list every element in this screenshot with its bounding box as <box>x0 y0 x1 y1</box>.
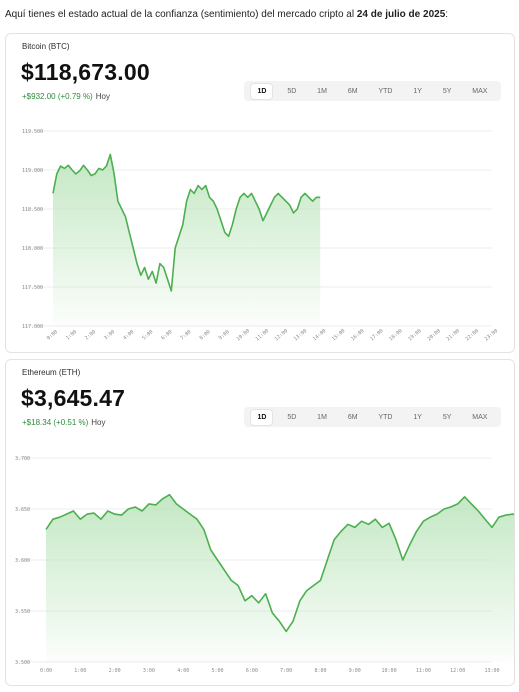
price-change: +$18.34 (+0.51 %) Hoy <box>22 418 106 427</box>
y-tick-label: 3.700 <box>15 456 30 462</box>
range-button-6m[interactable]: 6M <box>347 413 358 421</box>
intro-text: Aquí tienes el estado actual de la confi… <box>5 9 448 20</box>
price-line <box>52 153 321 292</box>
x-tick-label: 20:00 <box>426 328 441 342</box>
x-tick-label: 13:00 <box>484 668 499 674</box>
price-area <box>46 494 514 662</box>
x-tick-label: 8:00 <box>314 668 326 674</box>
x-tick-label: 6:00 <box>246 668 258 674</box>
asset-price: $3,645.47 <box>21 385 126 411</box>
x-tick-label: 5:00 <box>141 329 154 341</box>
y-tick-label: 3.500 <box>15 660 30 666</box>
bitcoin-price-chart: 119.500 119.000 118.500 118.000 117.500 117.0… <box>22 129 499 342</box>
change-period: Hoy <box>91 418 106 427</box>
y-tick-label: 119.500 <box>22 129 43 135</box>
ethereum-card: Ethereum (ETH) $3,645.47 +$18.34 (+0.51 … <box>5 359 515 686</box>
bitcoin-card: Bitcoin (BTC) $118,673.00 +$932.00 (+0.7… <box>5 33 515 353</box>
x-tick-label: 3:00 <box>143 668 155 674</box>
change-period: Hoy <box>95 92 110 101</box>
change-value: +$932.00 (+0.79 %) <box>22 92 93 101</box>
x-tick-label: 12:00 <box>274 328 289 342</box>
x-tick-label: 18:00 <box>388 328 403 342</box>
x-tick-label: 15:00 <box>331 328 346 342</box>
x-tick-label: 7:00 <box>179 329 192 341</box>
asset-name: Bitcoin (BTC) <box>22 42 70 51</box>
x-tick-label: 16:00 <box>350 328 365 342</box>
range-button-5d[interactable]: 5D <box>287 87 297 95</box>
y-tick-label: 117.000 <box>22 324 43 330</box>
y-tick-label: 119.000 <box>22 168 43 174</box>
x-tick-label: 4:00 <box>177 668 189 674</box>
range-button-1y[interactable]: 1Y <box>413 87 422 95</box>
x-tick-label: 9:00 <box>349 668 361 674</box>
x-tick-label: 9:00 <box>218 329 231 341</box>
range-button-1y[interactable]: 1Y <box>413 413 422 421</box>
asset-price: $118,673.00 <box>21 59 150 85</box>
range-button-5y[interactable]: 5Y <box>442 413 452 421</box>
range-button-5d[interactable]: 5D <box>287 413 297 421</box>
range-button-1m[interactable]: 1M <box>317 87 327 95</box>
x-tick-label: 10:00 <box>236 328 251 342</box>
x-tick-label: 0:00 <box>46 329 59 341</box>
x-tick-label: 12:00 <box>450 668 465 674</box>
price-line <box>45 493 514 633</box>
x-tick-label: 2:00 <box>109 668 121 674</box>
x-tick-label: 8:00 <box>199 329 212 341</box>
x-tick-label: 4:00 <box>122 329 135 341</box>
x-tick-label: 17:00 <box>369 328 384 342</box>
price-area <box>53 154 321 326</box>
range-button-1d[interactable]: 1D <box>251 409 273 425</box>
x-tick-label: 14:00 <box>312 328 327 342</box>
range-button-5y[interactable]: 5Y <box>442 87 452 95</box>
intro-suffix: : <box>445 9 449 20</box>
range-button-max[interactable]: MAX <box>472 413 488 421</box>
range-selector: 1D 5D 1M 6M YTD 1Y 5Y MAX <box>244 81 501 101</box>
x-tick-label: 19:00 <box>407 328 422 342</box>
x-tick-label: 5:00 <box>212 668 224 674</box>
x-tick-label: 10:00 <box>382 668 397 674</box>
x-tick-label: 2:00 <box>84 329 97 341</box>
range-button-ytd[interactable]: YTD <box>378 413 393 421</box>
price-change: +$932.00 (+0.79 %) Hoy <box>22 92 110 101</box>
x-tick-label: 11:00 <box>255 328 270 342</box>
intro-prefix: Aquí tienes el estado actual de la confi… <box>5 9 357 20</box>
x-tick-label: 22:00 <box>465 328 480 342</box>
y-tick-label: 3.550 <box>15 609 30 615</box>
y-tick-label: 3.600 <box>15 558 30 564</box>
range-button-ytd[interactable]: YTD <box>378 87 393 95</box>
x-tick-label: 13:00 <box>293 328 308 342</box>
y-tick-label: 118.500 <box>22 207 43 213</box>
y-tick-label: 3.650 <box>15 507 30 513</box>
x-tick-label: 23:00 <box>484 328 499 342</box>
x-tick-label: 3:00 <box>103 329 116 341</box>
x-tick-label: 7:00 <box>280 668 292 674</box>
x-tick-label: 1:00 <box>74 668 86 674</box>
intro-date: 24 de julio de 2025 <box>356 9 446 20</box>
x-tick-label: 11:00 <box>416 668 431 674</box>
range-button-1m[interactable]: 1M <box>317 413 327 421</box>
range-selector: 1D 5D 1M 6M YTD 1Y 5Y MAX <box>244 407 501 427</box>
x-tick-label: 0:00 <box>40 668 52 674</box>
x-tick-label: 6:00 <box>160 329 173 341</box>
ethereum-price-chart: 3.700 3.650 3.600 3.550 3.500 0:00 1:00 2:00 3:0… <box>15 456 514 674</box>
x-tick-label: 21:00 <box>445 328 460 342</box>
y-tick-label: 118.000 <box>22 246 43 252</box>
range-button-6m[interactable]: 6M <box>347 87 358 95</box>
change-value: +$18.34 (+0.51 %) <box>22 418 89 427</box>
range-button-1d[interactable]: 1D <box>251 83 273 99</box>
asset-name: Ethereum (ETH) <box>22 368 81 377</box>
x-tick-label: 1:00 <box>65 329 78 341</box>
y-tick-label: 117.500 <box>22 285 43 291</box>
range-button-max[interactable]: MAX <box>472 87 488 95</box>
